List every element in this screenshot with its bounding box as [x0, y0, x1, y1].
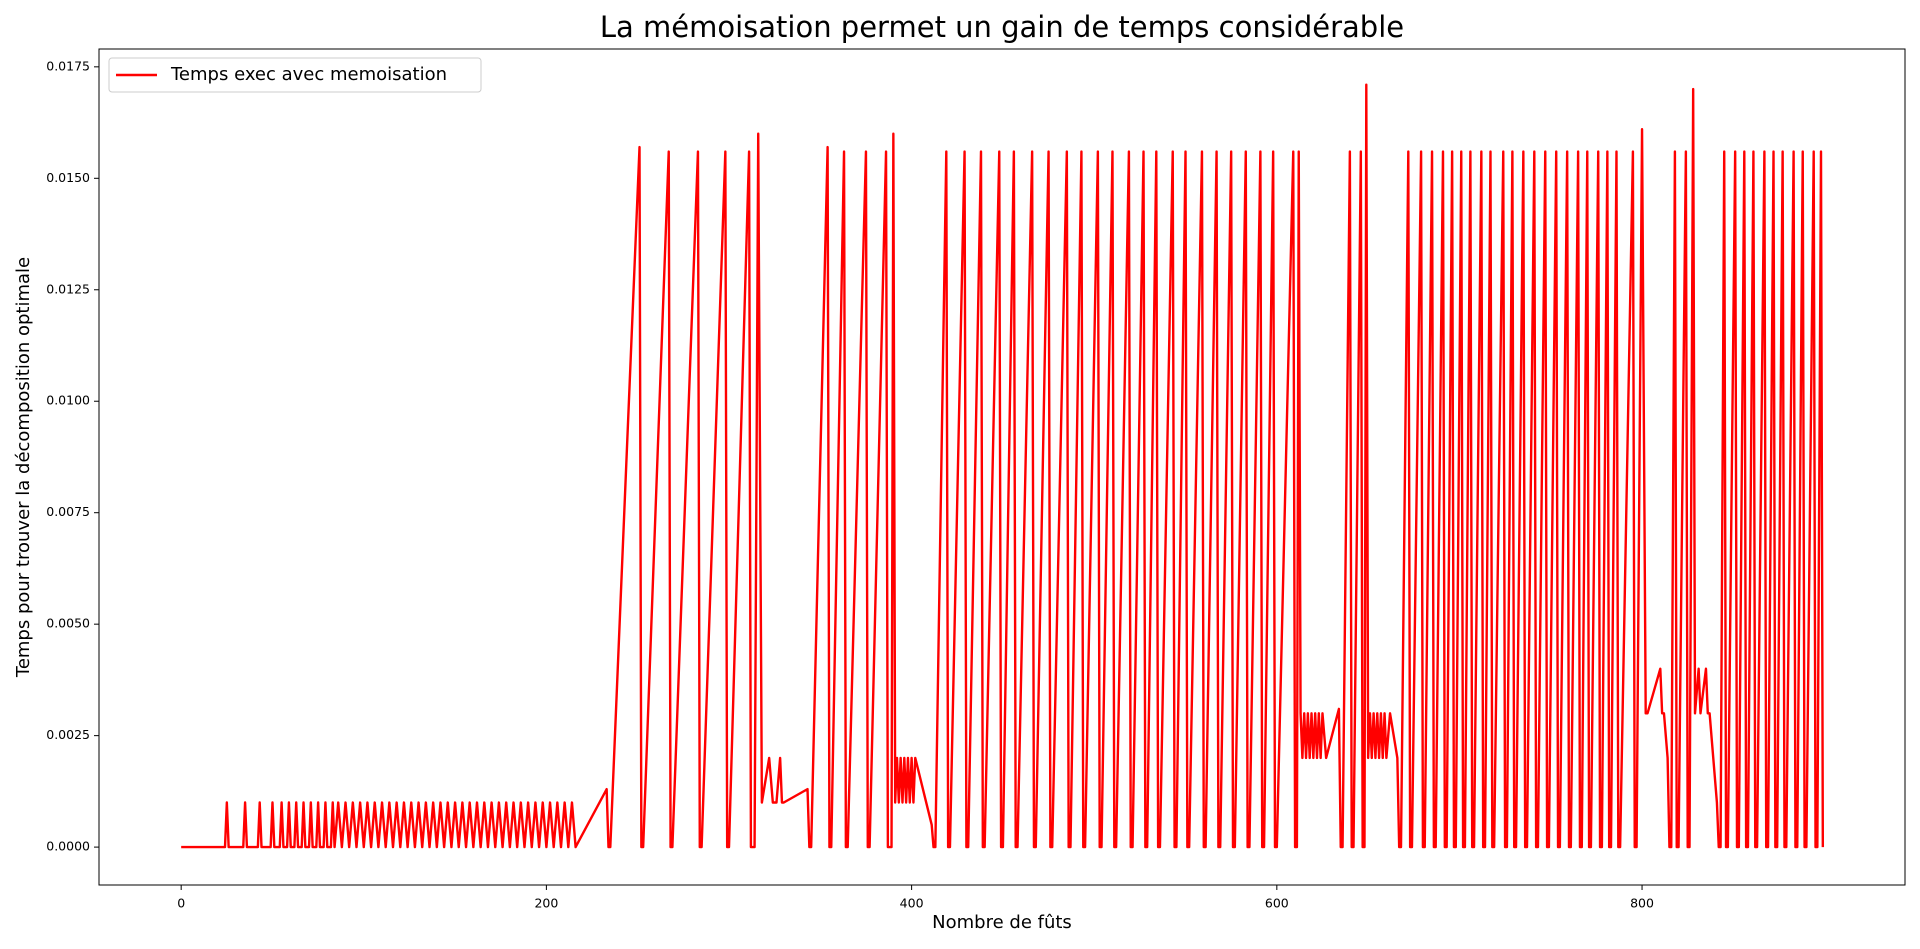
legend-box	[108, 57, 482, 93]
x-tick-label: 200	[534, 896, 558, 911]
data-line	[181, 83, 1825, 849]
y-axis-label: Temps pour trouver la décomposition opti…	[13, 257, 34, 678]
plot-frame	[98, 48, 1906, 886]
x-tick-label: 600	[1265, 896, 1289, 911]
x-tick-label: 400	[900, 896, 924, 911]
y-tick-label: 0.0000	[46, 839, 90, 854]
x-tick-label: 800	[1630, 896, 1654, 911]
legend: Temps exec avec memoisation	[108, 57, 482, 93]
y-tick-label: 0.0075	[46, 504, 90, 519]
y-tick-label: 0.0125	[46, 281, 90, 296]
x-axis-label: Nombre de fûts	[932, 912, 1072, 933]
y-tick-label: 0.0100	[46, 393, 90, 408]
y-tick-label: 0.0150	[46, 170, 90, 185]
chart-title: La mémoisation permet un gain de temps c…	[600, 10, 1404, 44]
y-tick-label: 0.0050	[46, 616, 90, 631]
x-tick-label: 0	[177, 896, 185, 911]
y-tick-label: 0.0175	[46, 58, 90, 73]
y-tick-label: 0.0025	[46, 727, 90, 742]
legend-label: Temps exec avec memoisation	[170, 64, 447, 85]
